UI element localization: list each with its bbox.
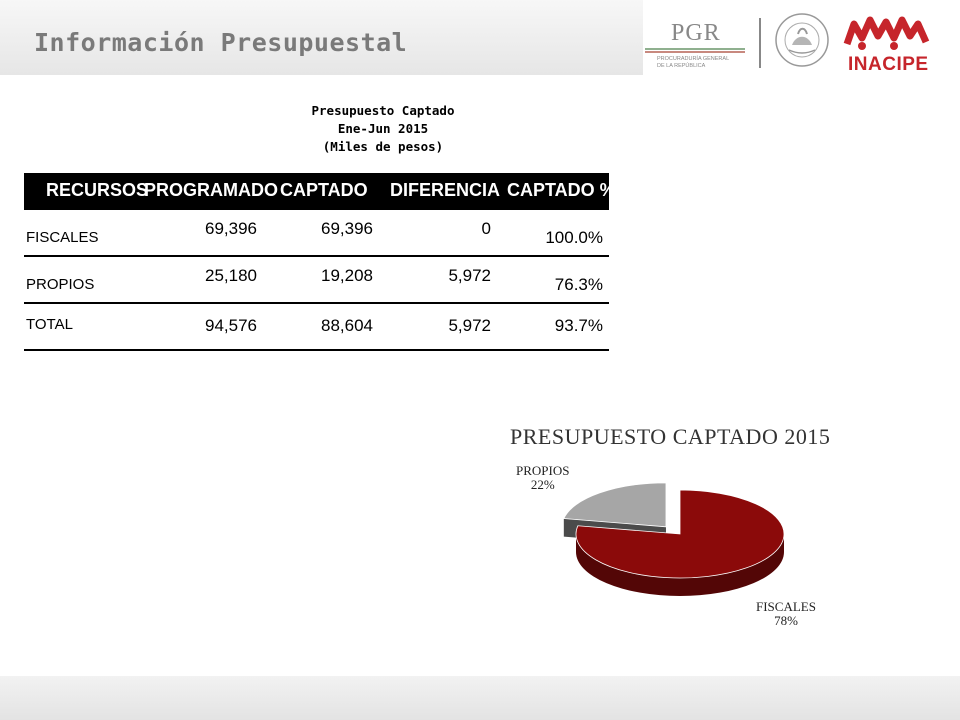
cell-captado-pct: 76.3% — [554, 275, 603, 294]
header-captado: CAPTADO — [280, 180, 368, 200]
cell-captado: 19,208 — [321, 266, 373, 285]
table-title-line: (Miles de pesos) — [322, 139, 444, 154]
row-label: PROPIOS — [26, 276, 95, 293]
pgr-logo-line-red — [645, 51, 745, 53]
table-title-line: Presupuesto Captado — [311, 103, 455, 118]
pie-chart: PRESUPUESTO CAPTADO 2015 PROPIOS 22% FIS… — [500, 420, 860, 650]
row-label: TOTAL — [26, 316, 73, 333]
logo-divider — [759, 18, 761, 68]
inacipe-emblem-icon — [843, 16, 930, 50]
table-title-line: Ene-Jun 2015 — [337, 121, 429, 136]
pgr-logo-subtitle-line: DE LA REPÚBLICA — [657, 63, 706, 69]
cell-diferencia: 5,972 — [448, 316, 491, 335]
pgr-logo-subtitle: PROCURADURÍA GENERAL DE LA REPÚBLICA — [657, 56, 729, 70]
inacipe-logo-text: INACIPE — [848, 54, 929, 75]
pie-slice-propios — [563, 482, 667, 528]
chart-title: PRESUPUESTO CAPTADO 2015 — [510, 424, 831, 449]
slice-label-propios-pct: 22% — [530, 477, 555, 492]
cell-programado: 25,180 — [205, 266, 257, 285]
cell-programado: 69,396 — [205, 219, 257, 238]
table-row: TOTAL 94,576 88,604 5,972 93.7% — [24, 304, 609, 351]
cell-captado-pct: 100.0% — [545, 228, 603, 247]
row-label: FISCALES — [26, 229, 99, 246]
pgr-logo-line-green — [645, 48, 745, 50]
header-recursos: RECURSOS — [46, 180, 149, 200]
header-captado-pct: CAPTADO % — [507, 180, 616, 200]
page-title: Información Presupuestal — [34, 28, 408, 57]
slice-label-propios: PROPIOS 22% — [516, 464, 569, 492]
table-title: Presupuesto Captado Ene-Jun 2015 (Miles … — [248, 102, 518, 156]
cell-captado-pct: 93.7% — [554, 316, 603, 335]
header-band — [0, 0, 643, 75]
inacipe-logo: INACIPE — [842, 14, 932, 75]
cell-diferencia: 0 — [481, 219, 491, 238]
table-header-row: RECURSOS PROGRAMADO CAPTADO DIFERENCIA C… — [24, 173, 616, 210]
pie-slice-fiscales — [575, 489, 785, 579]
slice-label-fiscales-pct: 78% — [774, 613, 798, 628]
pgr-logo-subtitle-line: PROCURADURÍA GENERAL — [657, 56, 730, 62]
cell-programado: 94,576 — [205, 316, 257, 335]
footer-band — [0, 676, 960, 720]
table-row: PROPIOS 25,180 19,208 5,972 76.3% — [24, 257, 609, 304]
table-row: FISCALES 69,396 69,396 0 100.0% — [24, 210, 609, 257]
header-diferencia: DIFERENCIA — [390, 180, 501, 200]
cell-captado: 88,604 — [321, 316, 373, 335]
slice-label-fiscales-name: FISCALES — [756, 599, 816, 614]
national-seal-icon — [775, 13, 829, 67]
pie-chart-svg — [563, 482, 785, 596]
pgr-logo: PGR PROCURADURÍA GENERAL DE LA REPÚBLICA — [645, 20, 755, 75]
budget-table: RECURSOS PROGRAMADO CAPTADO DIFERENCIA C… — [24, 173, 616, 351]
pie-slice-side-fiscales — [576, 534, 784, 596]
slice-label-fiscales: FISCALES 78% — [756, 600, 816, 628]
cell-captado: 69,396 — [321, 219, 373, 238]
slice-label-propios-name: PROPIOS — [516, 463, 570, 478]
cell-diferencia: 5,972 — [448, 266, 491, 285]
header-programado: PROGRAMADO — [144, 180, 278, 200]
pgr-logo-text: PGR — [671, 20, 721, 46]
